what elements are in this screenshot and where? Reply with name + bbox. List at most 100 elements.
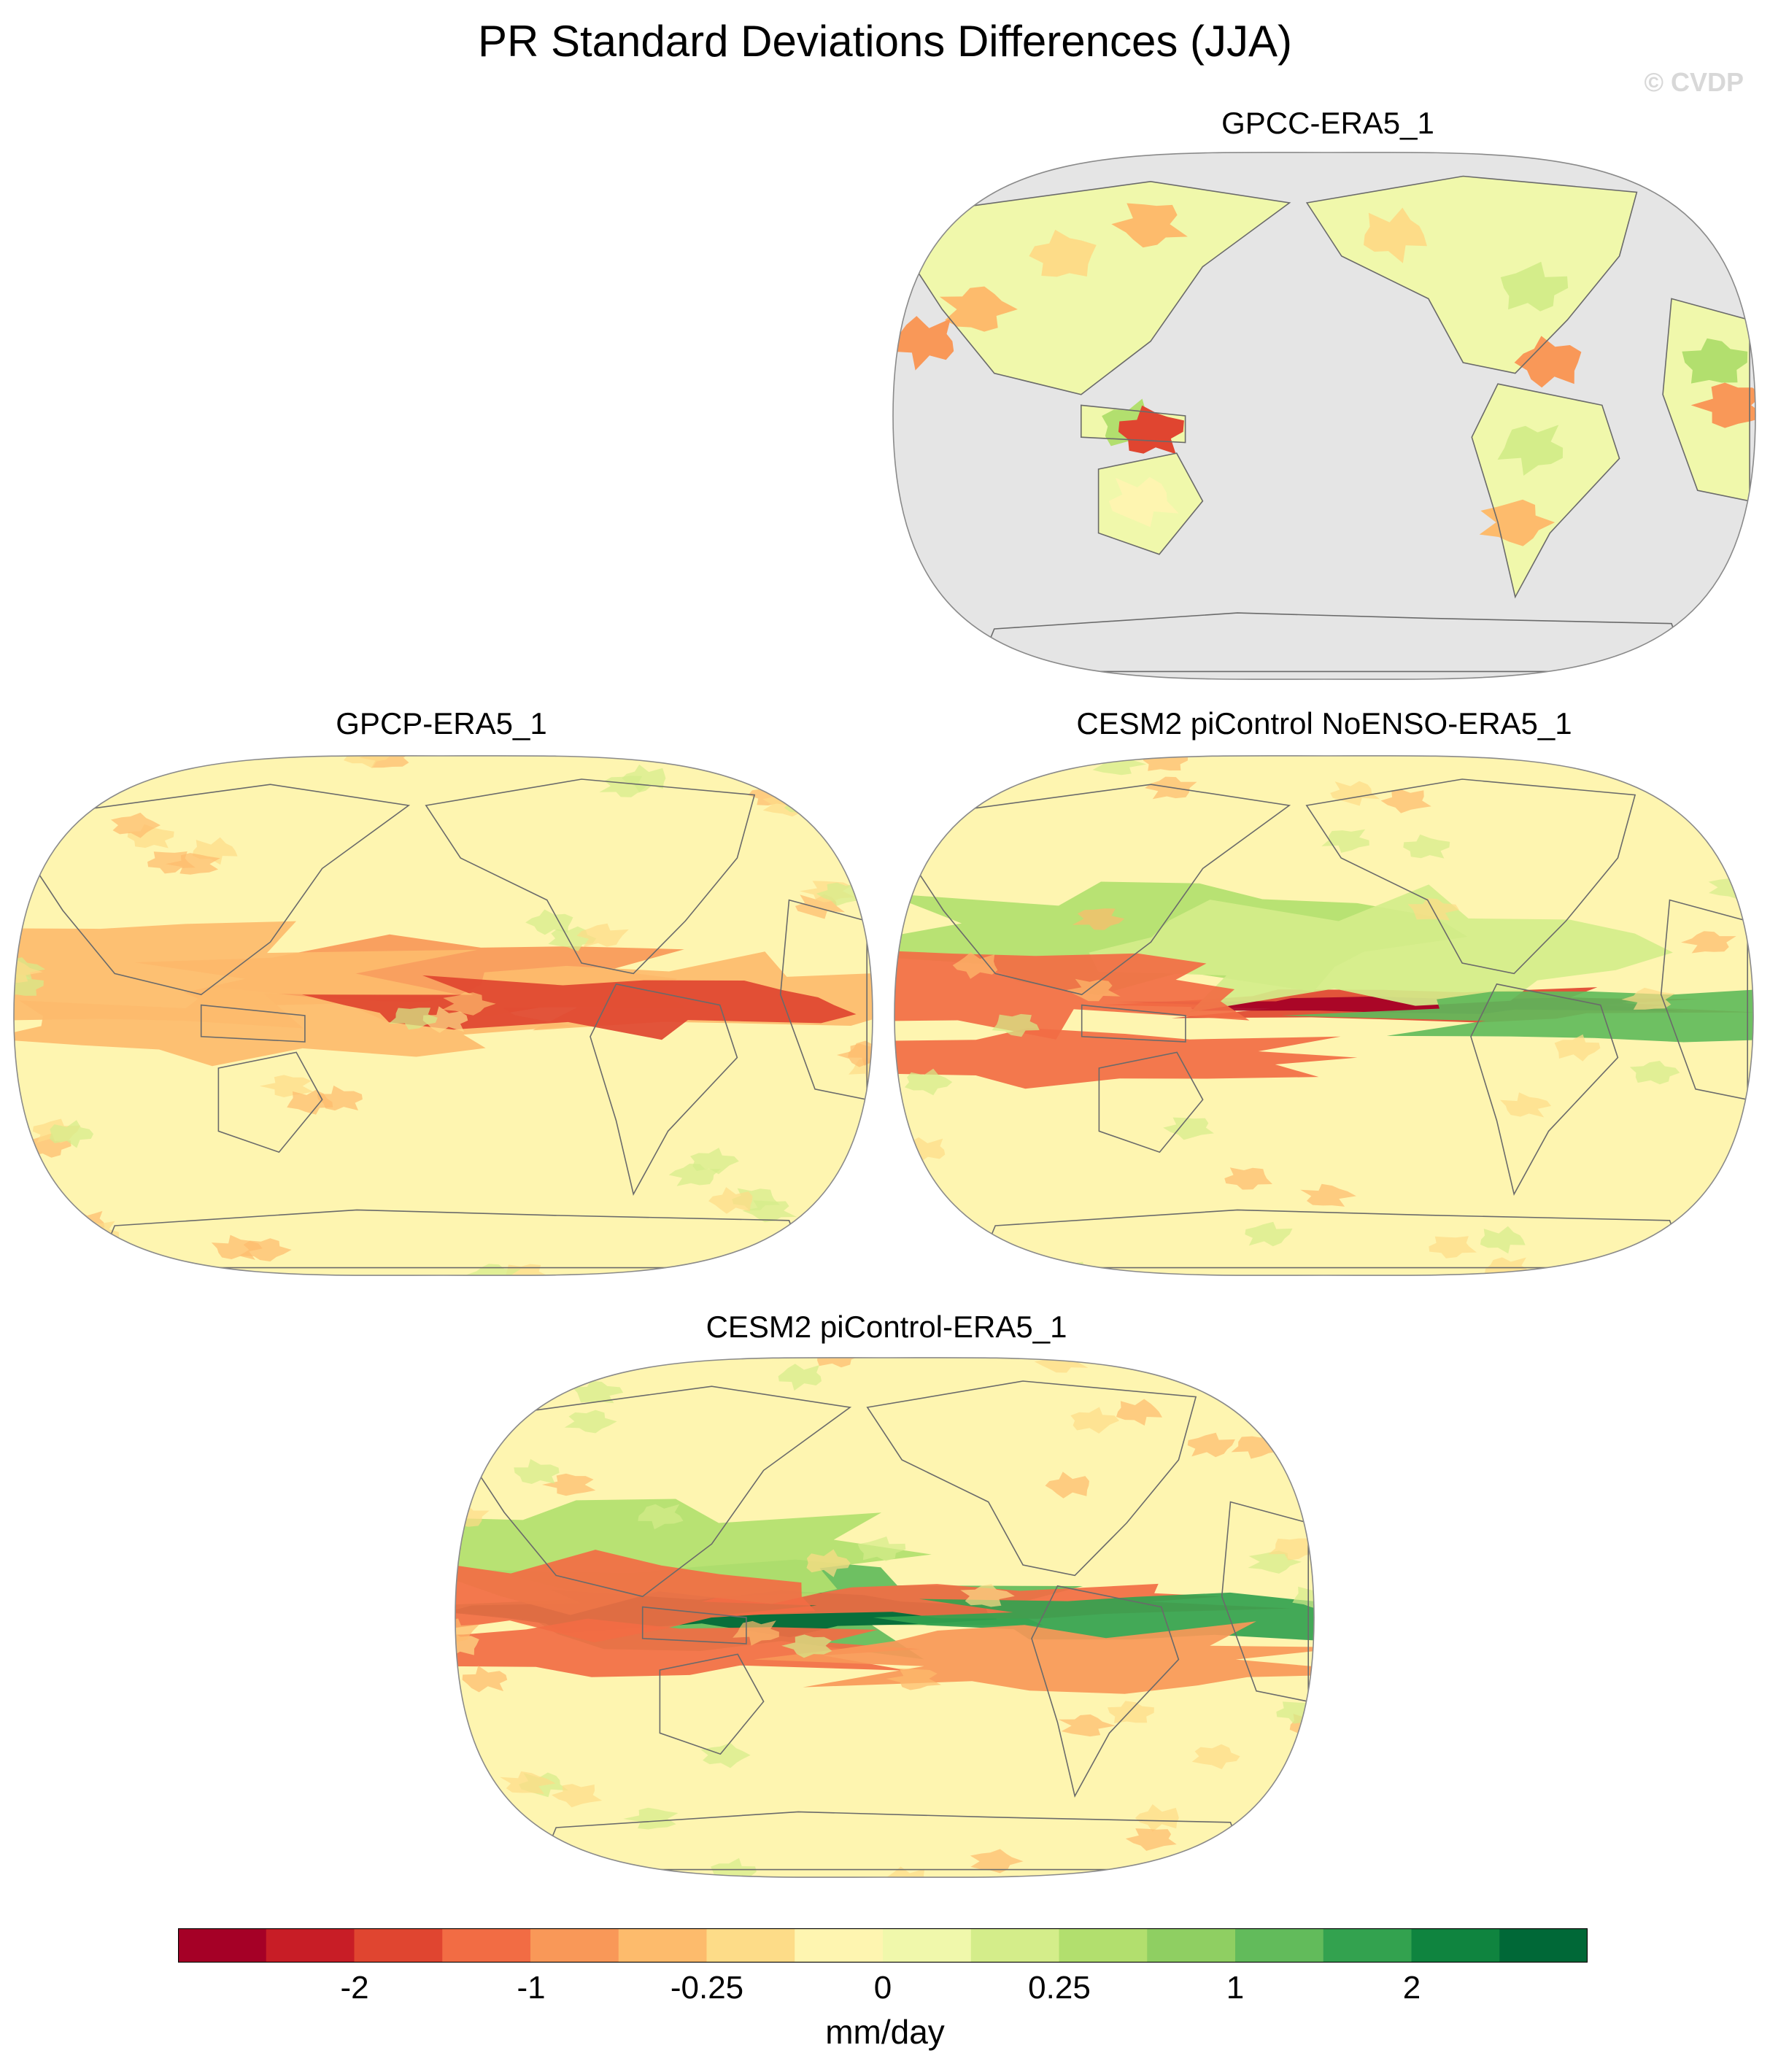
- anomaly-patch: [514, 1458, 560, 1484]
- colorbar-tick-label: 1: [1226, 1970, 1245, 2006]
- coastline-america-s: [1471, 383, 1620, 599]
- anomaly-patch: [1715, 764, 1753, 790]
- anomaly-patch: [939, 286, 1018, 332]
- watermark: © CVDP: [1644, 67, 1744, 97]
- anomaly-patch: [952, 952, 998, 979]
- anomaly-patch: [1289, 1357, 1314, 1373]
- anomaly-patch: [960, 1584, 1015, 1607]
- anomaly-patch: [733, 1620, 779, 1646]
- coastline-america-s: [590, 983, 738, 1197]
- anomaly-patch: [1292, 1585, 1314, 1610]
- colorbar-swatch: [1499, 1928, 1588, 1963]
- anomaly-patch: [742, 1200, 797, 1223]
- coastline-maritime: [200, 1004, 306, 1043]
- map-border: [894, 755, 1754, 1276]
- colorbar-swatch: [1323, 1928, 1412, 1963]
- colorbar-swatch: [618, 1928, 707, 1963]
- figure-title: PR Standard Deviations Differences (JJA): [477, 17, 1293, 66]
- anomaly-patch: [711, 1858, 757, 1878]
- anomaly-patch: [668, 1164, 722, 1186]
- anomaly-patch: [939, 759, 987, 784]
- anomaly-patch: [1058, 1714, 1116, 1737]
- anomaly-patch: [622, 764, 666, 792]
- anomaly-band: [14, 921, 478, 1029]
- anomaly-patch: [1116, 1399, 1162, 1426]
- anomaly-patch: [1732, 1199, 1753, 1226]
- colorbar-swatch: [266, 1928, 355, 1963]
- colorbar-swatch: [970, 1928, 1059, 1963]
- colorbar-swatch: [795, 1928, 884, 1963]
- anomaly-patch: [623, 1807, 679, 1830]
- anomaly-patch: [571, 1380, 624, 1404]
- coastline-america-n: [425, 778, 756, 975]
- anomaly-patch: [465, 1381, 514, 1404]
- anomaly-patch: [1629, 1061, 1680, 1085]
- anomaly-patch: [455, 1618, 480, 1642]
- anomaly-patch: [259, 1075, 314, 1097]
- anomaly-patch: [1500, 261, 1569, 312]
- anomaly-patch: [1300, 1183, 1356, 1207]
- anomaly-patch: [1380, 789, 1431, 813]
- colorbar-tick-label: 0.25: [1028, 1970, 1091, 2006]
- anomaly-patch: [1245, 1221, 1293, 1247]
- coastline-maritime: [641, 1606, 747, 1644]
- colorbar-swatch: [1411, 1928, 1500, 1963]
- anomaly-patch: [1500, 1092, 1552, 1118]
- anomaly-patch: [833, 1250, 873, 1275]
- anomaly-patch: [1572, 755, 1619, 768]
- colorbar-swatch: [1059, 1928, 1148, 1963]
- colorbar-tick-label: -1: [517, 1970, 546, 2006]
- anomaly-patch: [1734, 1191, 1753, 1218]
- anomaly-patch: [1232, 1365, 1288, 1388]
- coastline-australia: [1098, 1051, 1204, 1153]
- anomaly-patch: [1608, 755, 1659, 765]
- anomaly-patch: [455, 1357, 485, 1369]
- anomaly-patch: [836, 1043, 873, 1067]
- map-panel-picontrol: [455, 1357, 1315, 1878]
- colorbar-unit: mm/day: [825, 2013, 945, 2051]
- colorbar-swatch: [883, 1928, 972, 1963]
- anomaly-patch: [894, 1246, 927, 1269]
- anomaly-patch: [14, 755, 52, 778]
- coastline-africa: [1662, 298, 1750, 502]
- anomaly-patch: [1727, 793, 1753, 820]
- anomaly-patch: [1268, 1538, 1314, 1561]
- anomaly-patch: [894, 811, 917, 833]
- anomaly-patch: [1670, 1250, 1725, 1272]
- anomaly-patch: [1066, 978, 1121, 1002]
- anomaly-band: [1089, 884, 1673, 1013]
- coastline-africa: [1221, 1501, 1309, 1703]
- panel-title-gpcp: GPCP-ERA5_1: [336, 706, 547, 741]
- anomaly-patch: [239, 1238, 292, 1261]
- map-border: [455, 1357, 1315, 1878]
- anomaly-patch: [1514, 336, 1582, 388]
- coastline-asia: [906, 180, 1291, 395]
- anomaly-patch: [455, 1862, 479, 1878]
- anomaly-patch: [708, 1187, 753, 1214]
- anomaly-patch: [992, 1013, 1040, 1037]
- anomaly-patch: [14, 973, 44, 997]
- anomaly-patch: [1163, 1117, 1214, 1140]
- coastline-australia: [1097, 452, 1204, 555]
- anomaly-patch: [1730, 1144, 1753, 1172]
- panel-title-gpcc: GPCC-ERA5_1: [1221, 106, 1434, 140]
- anomaly-patch: [1429, 1236, 1477, 1259]
- anomaly-patch: [1108, 476, 1179, 527]
- anomaly-patch: [1321, 829, 1369, 853]
- anomaly-patch: [525, 909, 573, 935]
- anomaly-patch: [1045, 1472, 1089, 1499]
- anomaly-patch: [894, 1237, 940, 1263]
- anomaly-patch: [1671, 1266, 1725, 1276]
- anomaly-patch: [1070, 1407, 1120, 1434]
- anomaly-patch: [904, 1068, 953, 1096]
- anomaly-patch: [14, 1267, 39, 1276]
- anomaly-patch: [127, 824, 174, 848]
- anomaly-patch: [638, 1504, 684, 1530]
- anomaly-patch: [541, 1473, 596, 1496]
- anomaly-patch: [49, 1120, 94, 1148]
- anomaly-patch: [1191, 1744, 1240, 1769]
- map-panel-gpcc: [892, 152, 1756, 680]
- anomaly-patch: [1135, 1804, 1179, 1832]
- anomaly-patch: [165, 853, 220, 875]
- map-border: [13, 755, 873, 1276]
